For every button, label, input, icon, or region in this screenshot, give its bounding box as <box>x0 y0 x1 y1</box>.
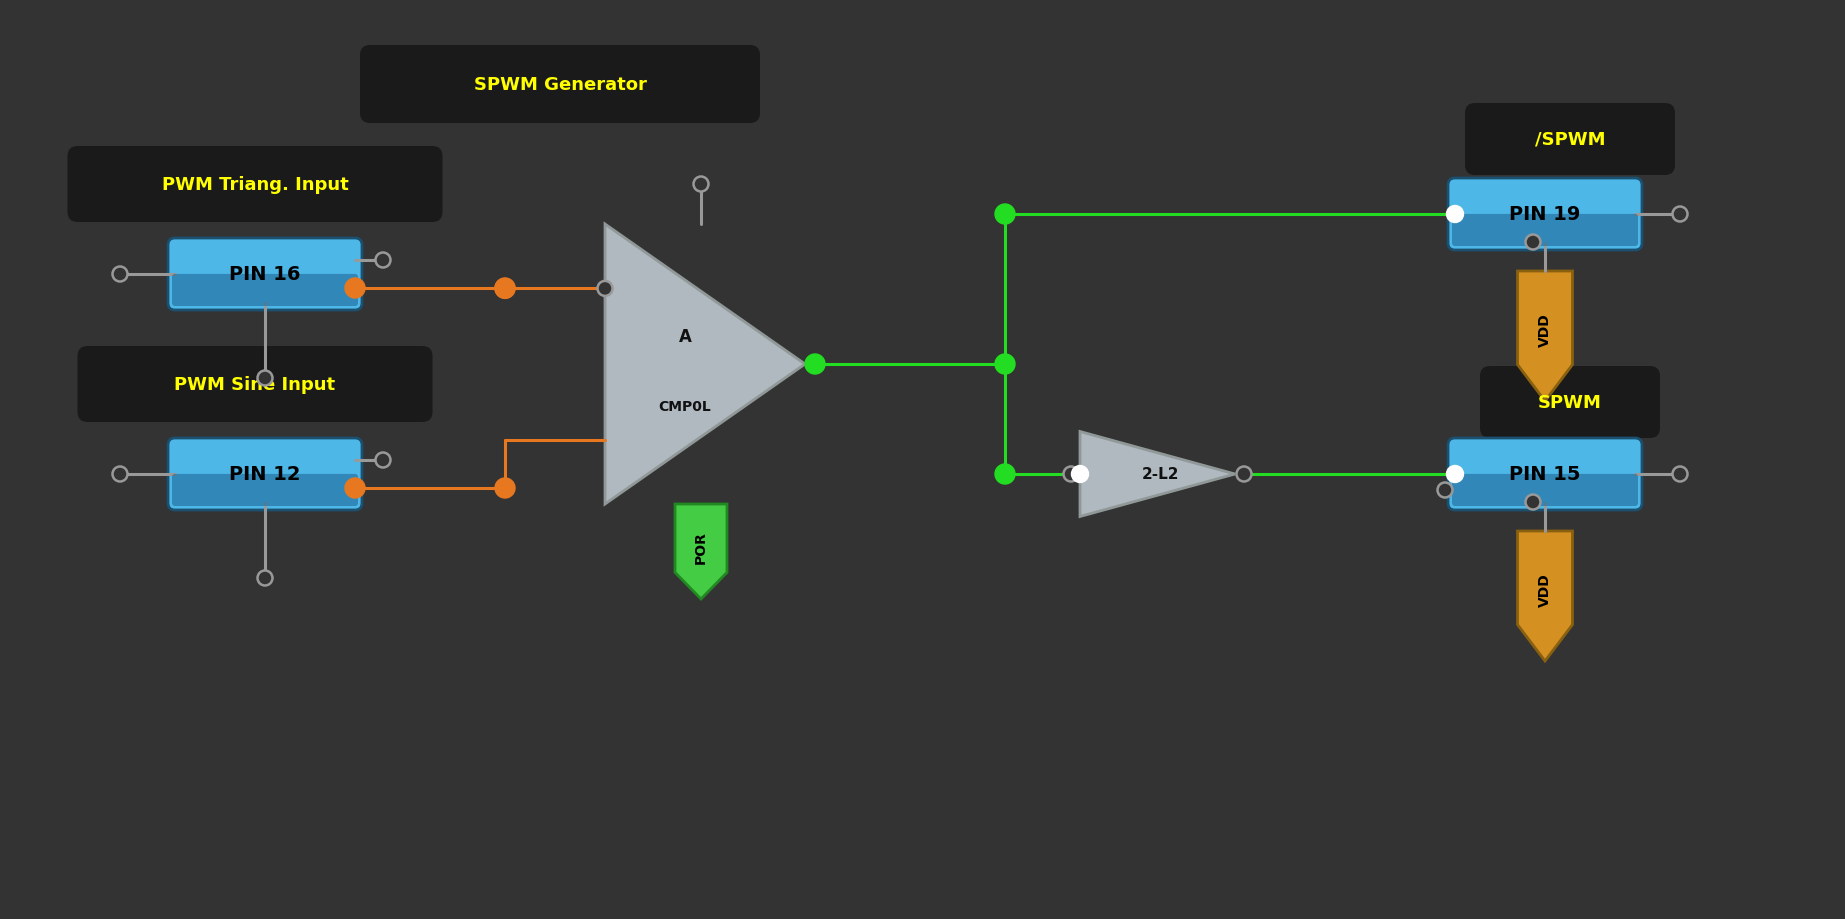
Circle shape <box>1673 208 1688 222</box>
FancyBboxPatch shape <box>68 147 443 222</box>
Circle shape <box>1437 483 1452 498</box>
Circle shape <box>113 267 127 282</box>
Circle shape <box>347 280 363 297</box>
Circle shape <box>347 480 363 497</box>
Circle shape <box>1446 206 1463 223</box>
FancyBboxPatch shape <box>1465 104 1675 176</box>
Circle shape <box>994 355 1015 375</box>
Circle shape <box>694 177 708 192</box>
Text: PWM Triang. Input: PWM Triang. Input <box>162 176 349 194</box>
Circle shape <box>494 479 515 498</box>
Text: /SPWM: /SPWM <box>1535 130 1605 149</box>
Text: PWM Sine Input: PWM Sine Input <box>175 376 336 393</box>
Polygon shape <box>1517 272 1572 402</box>
Text: VDD: VDD <box>1539 313 1552 347</box>
FancyBboxPatch shape <box>172 474 358 506</box>
Text: SPWM: SPWM <box>1539 393 1601 412</box>
FancyBboxPatch shape <box>172 275 358 307</box>
Circle shape <box>345 278 365 299</box>
Circle shape <box>376 453 391 468</box>
Circle shape <box>113 467 127 482</box>
Circle shape <box>258 571 273 586</box>
Circle shape <box>598 281 613 297</box>
Text: SPWM Generator: SPWM Generator <box>474 76 646 94</box>
Circle shape <box>1526 235 1541 250</box>
Circle shape <box>806 356 823 373</box>
Circle shape <box>804 355 825 375</box>
Circle shape <box>345 479 365 498</box>
Text: PIN 16: PIN 16 <box>229 266 301 284</box>
Text: PIN 15: PIN 15 <box>1509 465 1581 484</box>
Circle shape <box>1446 466 1463 483</box>
Circle shape <box>1072 466 1089 483</box>
FancyBboxPatch shape <box>1452 474 1638 506</box>
Text: PIN 19: PIN 19 <box>1509 205 1581 224</box>
Circle shape <box>1526 495 1541 510</box>
Circle shape <box>376 254 391 268</box>
Circle shape <box>1673 467 1688 482</box>
Circle shape <box>494 278 515 299</box>
Circle shape <box>994 464 1015 484</box>
Circle shape <box>494 279 515 299</box>
Text: VDD: VDD <box>1539 573 1552 607</box>
Circle shape <box>1063 467 1079 482</box>
FancyBboxPatch shape <box>1448 179 1642 251</box>
Circle shape <box>1236 467 1251 482</box>
Polygon shape <box>1517 531 1572 662</box>
FancyBboxPatch shape <box>168 438 362 510</box>
Text: PIN 12: PIN 12 <box>229 465 301 484</box>
FancyBboxPatch shape <box>1452 215 1638 246</box>
Text: 2-L2: 2-L2 <box>1142 467 1179 482</box>
FancyBboxPatch shape <box>77 346 432 423</box>
FancyBboxPatch shape <box>1480 367 1660 438</box>
Circle shape <box>994 205 1015 225</box>
Text: CMP0L: CMP0L <box>659 400 712 414</box>
Polygon shape <box>605 225 804 505</box>
Polygon shape <box>675 505 727 599</box>
Text: POR: POR <box>694 531 708 563</box>
Polygon shape <box>1079 432 1234 516</box>
FancyBboxPatch shape <box>360 46 760 124</box>
FancyBboxPatch shape <box>168 239 362 311</box>
Text: A: A <box>679 328 692 346</box>
Circle shape <box>258 371 273 386</box>
FancyBboxPatch shape <box>1448 438 1642 510</box>
